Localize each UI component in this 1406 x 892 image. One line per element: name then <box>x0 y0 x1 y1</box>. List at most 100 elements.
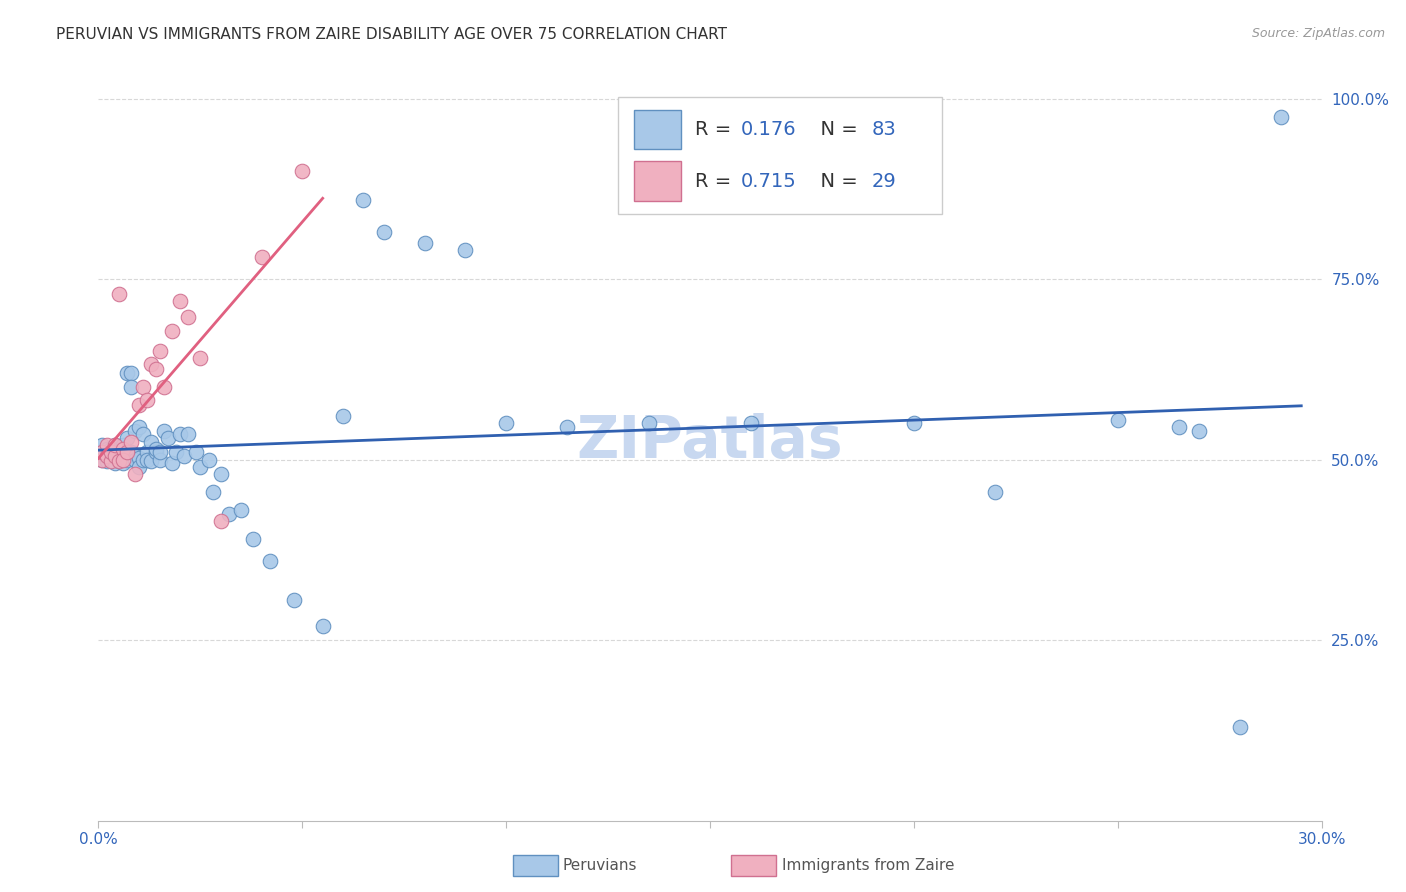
Point <box>177 310 200 324</box>
Point <box>96 442 118 456</box>
Point <box>136 445 159 459</box>
Text: ZIPatlas: ZIPatlas <box>576 413 844 470</box>
Point <box>1229 720 1251 734</box>
Text: PERUVIAN VS IMMIGRANTS FROM ZAIRE DISABILITY AGE OVER 75 CORRELATION CHART: PERUVIAN VS IMMIGRANTS FROM ZAIRE DISABI… <box>56 27 727 42</box>
Text: 83: 83 <box>872 120 896 139</box>
Point <box>115 366 138 380</box>
Point <box>120 380 142 394</box>
Point <box>145 445 167 459</box>
Point <box>111 452 134 467</box>
Point <box>209 467 232 481</box>
Point <box>132 452 155 467</box>
Point <box>91 438 114 452</box>
Point <box>186 445 208 459</box>
Point <box>165 445 187 459</box>
Point <box>91 445 114 459</box>
Point <box>91 452 114 467</box>
Point <box>141 454 163 468</box>
Point <box>637 417 661 431</box>
Point <box>413 235 436 250</box>
Point <box>231 503 253 517</box>
Point <box>100 452 122 467</box>
Point <box>740 417 762 431</box>
Point <box>283 593 305 607</box>
Point <box>108 286 131 301</box>
Point <box>108 445 131 459</box>
Point <box>96 438 118 452</box>
Point <box>111 445 134 459</box>
Point <box>141 434 163 449</box>
Point <box>177 427 200 442</box>
Point <box>173 449 195 463</box>
Point <box>96 449 118 463</box>
Point <box>312 618 335 632</box>
Point <box>104 445 127 459</box>
Point <box>188 351 212 366</box>
Point <box>454 243 477 257</box>
Point <box>156 431 179 445</box>
Point <box>100 454 122 468</box>
Point <box>91 452 114 467</box>
Point <box>152 424 174 438</box>
Point <box>160 456 183 470</box>
Point <box>145 362 167 376</box>
Point <box>100 445 122 459</box>
Text: R =: R = <box>696 120 738 139</box>
Point <box>96 449 118 463</box>
Point <box>128 459 150 474</box>
Point <box>1167 420 1189 434</box>
Point <box>242 532 264 546</box>
Point <box>141 357 163 371</box>
Point <box>1107 413 1129 427</box>
Point <box>128 451 150 466</box>
Point <box>111 449 134 463</box>
Point <box>291 163 314 178</box>
Point <box>250 251 273 265</box>
FancyBboxPatch shape <box>619 96 942 214</box>
Point <box>100 450 122 465</box>
Point <box>373 225 395 239</box>
Point <box>149 445 172 459</box>
Point <box>96 454 118 468</box>
Bar <box>634 161 681 201</box>
Point <box>115 452 138 467</box>
Point <box>111 442 134 456</box>
Point <box>132 380 155 394</box>
Point <box>104 438 127 452</box>
Point <box>120 366 142 380</box>
Point <box>108 442 131 456</box>
Point <box>104 456 127 470</box>
Point <box>136 393 159 408</box>
Point <box>124 467 146 481</box>
Point <box>218 507 240 521</box>
Text: 0.176: 0.176 <box>741 120 796 139</box>
Point <box>128 420 150 434</box>
Point <box>104 438 127 452</box>
Point <box>555 420 579 434</box>
Point <box>108 454 131 468</box>
Point <box>169 293 191 308</box>
Point <box>91 445 114 459</box>
Text: Immigrants from Zaire: Immigrants from Zaire <box>782 858 955 872</box>
Point <box>188 459 212 474</box>
Point <box>149 452 172 467</box>
Point <box>100 445 122 459</box>
Point <box>149 344 172 359</box>
Text: Peruvians: Peruvians <box>562 858 637 872</box>
Point <box>108 447 131 461</box>
Point <box>104 449 127 463</box>
Point <box>132 427 155 442</box>
Point <box>352 193 374 207</box>
Point <box>124 424 146 438</box>
Point <box>104 447 127 461</box>
Point <box>145 442 167 456</box>
Bar <box>634 110 681 149</box>
Point <box>124 452 146 467</box>
Point <box>100 442 122 456</box>
Point <box>1188 424 1211 438</box>
Point <box>984 485 1007 500</box>
Point <box>209 514 232 528</box>
Point <box>111 442 134 456</box>
Point <box>120 445 142 459</box>
Point <box>1270 110 1292 124</box>
